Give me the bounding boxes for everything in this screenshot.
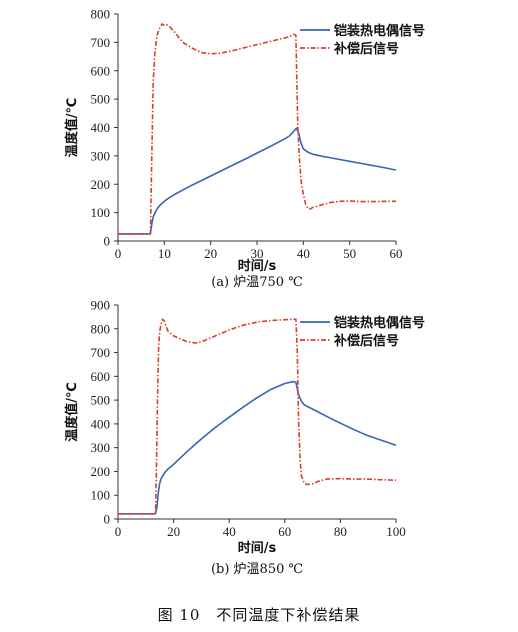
x-axis-label: 时间/s	[238, 540, 277, 556]
series-line-armored	[118, 127, 397, 235]
y-tick-label: 400	[91, 416, 111, 431]
y-tick-label: 100	[91, 205, 111, 220]
x-tick-label: 60	[278, 524, 291, 539]
y-tick-label: 800	[91, 321, 111, 336]
legend-label-armored: 铠装热电偶信号	[334, 23, 425, 39]
axes: 0 100 200 300 400 500 600 700 800 900 0 20 40 60 80 100	[91, 298, 406, 540]
y-tick-label: 0	[104, 512, 111, 527]
series-lines	[118, 23, 397, 235]
y-tick-label: 600	[91, 63, 111, 78]
y-tick-label: 400	[91, 120, 111, 135]
series-line-compensated	[118, 23, 396, 235]
panel-caption: (b) 炉温850 ℃	[211, 562, 303, 577]
x-tick-label: 60	[390, 246, 403, 261]
chart-panel-b: 0 100 200 300 400 500 600 700 800 900 0 20 40 60 80 100…	[64, 298, 425, 578]
legend-label-compensated: 补偿后信号	[333, 333, 399, 349]
series-line-compensated	[118, 318, 397, 515]
y-tick-label: 500	[91, 393, 111, 408]
y-tick-label: 900	[91, 298, 111, 313]
y-tick-label: 200	[91, 464, 111, 479]
y-tick-label: 0	[104, 234, 111, 249]
y-axis-label: 温度值/℃	[64, 98, 80, 158]
y-tick-label: 700	[91, 345, 111, 360]
x-tick-label: 80	[334, 524, 347, 539]
x-tick-label: 30	[251, 246, 264, 261]
y-tick-label: 600	[91, 369, 111, 384]
y-axis-label: 温度值/℃	[64, 382, 80, 442]
series-line-armored	[118, 380, 397, 515]
y-tick-label: 300	[91, 440, 111, 455]
x-tick-label: 100	[386, 524, 406, 539]
y-tick-label: 200	[91, 177, 111, 192]
panel-caption: (a) 炉温750 ℃	[211, 275, 303, 290]
x-tick-label: 20	[204, 246, 217, 261]
x-tick-label: 40	[297, 246, 310, 261]
x-axis-label: 时间/s	[238, 258, 277, 274]
axes: 0 100 200 300 400 500 600 700 800 0 10 20 30 40 50 60	[91, 7, 403, 262]
y-tick-label: 500	[91, 92, 111, 107]
x-tick-label: 0	[115, 246, 122, 261]
x-tick-label: 10	[158, 246, 171, 261]
y-tick-label: 700	[91, 35, 111, 50]
y-tick-label: 300	[91, 148, 111, 163]
series-lines	[118, 318, 397, 515]
x-tick-label: 0	[115, 524, 122, 539]
legend-label-armored: 铠装热电偶信号	[334, 315, 425, 331]
y-tick-label: 800	[91, 7, 111, 22]
x-tick-label: 50	[343, 246, 356, 261]
x-tick-label: 20	[167, 524, 180, 539]
y-tick-label: 100	[91, 488, 111, 503]
figure-caption: 图 10 不同温度下补偿结果	[157, 606, 361, 624]
chart-panel-a: 0 100 200 300 400 500 600 700 800 0 10 20 30 40 50 60 铠…	[64, 7, 425, 291]
x-tick-label: 40	[223, 524, 236, 539]
legend-label-compensated: 补偿后信号	[333, 41, 399, 57]
